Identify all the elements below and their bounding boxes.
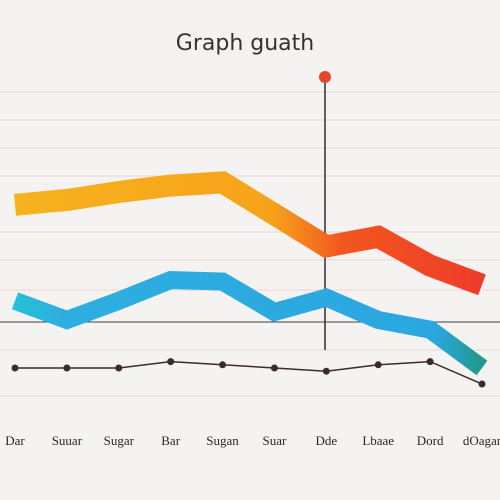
series-line bbox=[11, 270, 488, 376]
point bbox=[270, 364, 278, 372]
x-tick-label: Dar bbox=[5, 433, 25, 448]
x-tick-label: Dde bbox=[315, 433, 337, 448]
grid bbox=[0, 91, 500, 397]
point bbox=[11, 364, 19, 372]
marker-dot bbox=[319, 71, 331, 83]
x-tick-label: Dord bbox=[417, 433, 444, 448]
point bbox=[478, 380, 486, 388]
point bbox=[219, 361, 227, 369]
x-tick-label: Lbaae bbox=[362, 433, 394, 448]
x-tick-label: dOagar bbox=[463, 433, 500, 448]
series-line bbox=[15, 360, 483, 385]
x-tick-label: Suuar bbox=[52, 433, 83, 448]
x-tick-label: Sugar bbox=[104, 433, 135, 448]
series-line bbox=[13, 171, 486, 296]
point bbox=[322, 367, 330, 375]
chart-title: Graph guath bbox=[176, 31, 314, 56]
x-tick-label: Suar bbox=[263, 433, 288, 448]
point bbox=[167, 358, 175, 366]
point bbox=[63, 364, 71, 372]
point bbox=[374, 361, 382, 369]
x-tick-label: Sugan bbox=[206, 433, 239, 448]
point bbox=[426, 358, 434, 366]
x-tick-label: Bar bbox=[161, 433, 180, 448]
point bbox=[115, 364, 123, 372]
